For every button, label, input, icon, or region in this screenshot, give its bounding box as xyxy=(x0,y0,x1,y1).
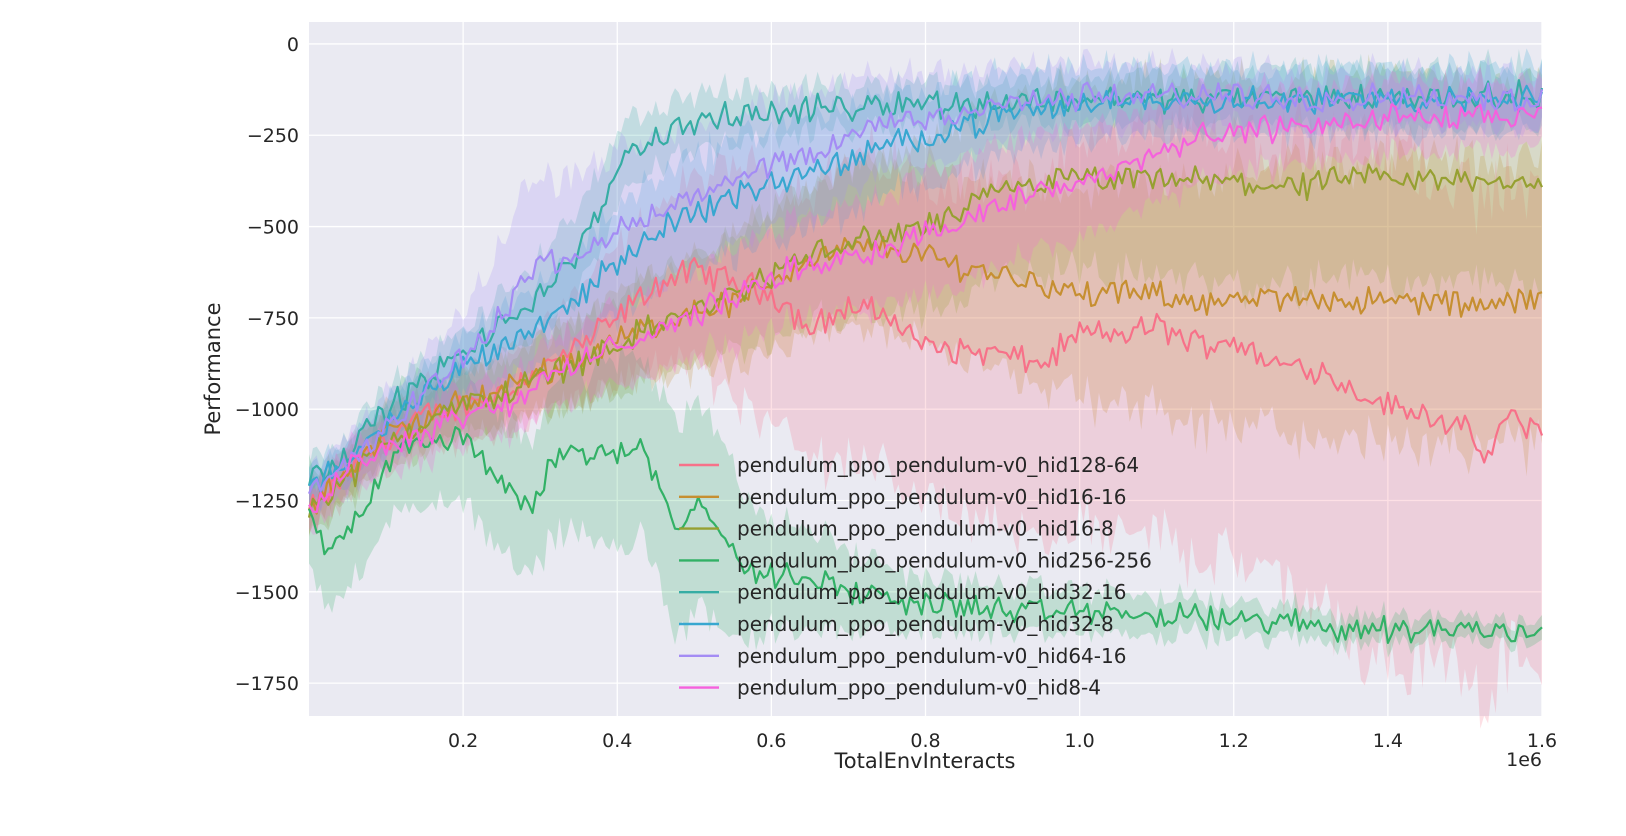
legend-label: pendulum_ppo_pendulum-v0_hid16-8 xyxy=(737,517,1114,541)
x-tick-label: 1.4 xyxy=(1373,730,1403,752)
legend-label: pendulum_ppo_pendulum-v0_hid256-256 xyxy=(737,548,1152,572)
x-axis-title: TotalEnvInteracts xyxy=(834,749,1016,773)
legend-label: pendulum_ppo_pendulum-v0_hid64-16 xyxy=(737,644,1126,668)
confidence-band xyxy=(309,342,1542,658)
confidence-band xyxy=(309,66,1542,535)
confidence-band xyxy=(309,135,1542,536)
x-offset-label: 1e6 xyxy=(1506,749,1542,771)
x-tick-label: 0.2 xyxy=(448,730,478,752)
series-line xyxy=(308,235,1543,515)
legend-label: pendulum_ppo_pendulum-v0_hid8-4 xyxy=(737,676,1101,700)
legend-label: pendulum_ppo_pendulum-v0_hid32-8 xyxy=(737,612,1114,636)
confidence-band xyxy=(309,47,1542,514)
y-tick-label: −250 xyxy=(247,125,299,147)
y-tick-label: −1500 xyxy=(235,582,299,604)
y-tick-label: 0 xyxy=(287,34,299,56)
confidence-band xyxy=(309,48,1542,503)
legend-label: pendulum_ppo_pendulum-v0_hid128-64 xyxy=(737,453,1139,477)
y-tick-label: −1750 xyxy=(235,673,299,695)
legend: pendulum_ppo_pendulum-v0_hid128-64pendul… xyxy=(679,453,1152,700)
confidence-band xyxy=(309,90,1542,729)
y-axis-ticks: 0 −250 −500 −750 −1000 −1250 −1500 −1750 xyxy=(235,34,299,695)
series-line xyxy=(308,103,1543,514)
series-lines xyxy=(307,79,1544,644)
legend-label: pendulum_ppo_pendulum-v0_hid16-16 xyxy=(737,485,1126,509)
y-tick-label: −750 xyxy=(247,308,299,330)
series-line xyxy=(307,163,1543,518)
y-tick-label: −1250 xyxy=(235,490,299,512)
x-axis-ticks: 0.2 0.4 0.6 0.8 1.0 1.2 1.4 1.6 xyxy=(448,730,1557,752)
x-tick-label: 1.6 xyxy=(1527,730,1557,752)
x-tick-label: 0.6 xyxy=(756,730,786,752)
series-line xyxy=(307,426,1543,644)
series-line xyxy=(308,84,1544,494)
y-tick-label: −1000 xyxy=(235,399,299,421)
confidence-band xyxy=(309,54,1542,537)
y-axis-title: Performance xyxy=(201,302,225,435)
x-tick-label: 0.8 xyxy=(910,730,940,752)
y-tick-label: −500 xyxy=(247,217,299,239)
x-tick-label: 1.2 xyxy=(1219,730,1249,752)
legend-label: pendulum_ppo_pendulum-v0_hid32-16 xyxy=(737,580,1126,604)
x-tick-label: 0.4 xyxy=(602,730,632,752)
x-tick-label: 1.0 xyxy=(1065,730,1095,752)
series-line xyxy=(307,81,1544,495)
